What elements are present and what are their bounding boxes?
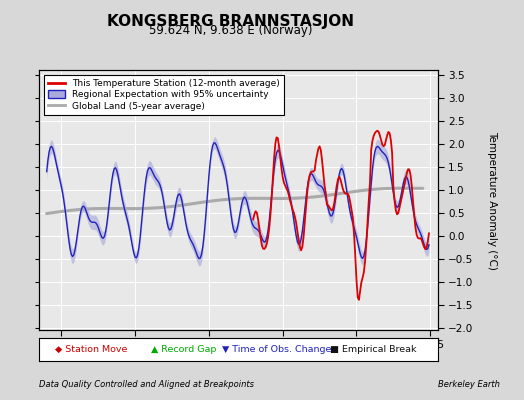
Text: ▲ Record Gap: ▲ Record Gap: [151, 345, 216, 354]
Text: Data Quality Controlled and Aligned at Breakpoints: Data Quality Controlled and Aligned at B…: [39, 380, 254, 389]
Text: KONGSBERG BRANNSTASJON: KONGSBERG BRANNSTASJON: [107, 14, 354, 29]
Y-axis label: Temperature Anomaly (°C): Temperature Anomaly (°C): [487, 130, 497, 270]
Text: ▼ Time of Obs. Change: ▼ Time of Obs. Change: [223, 345, 332, 354]
Text: 59.624 N, 9.638 E (Norway): 59.624 N, 9.638 E (Norway): [149, 24, 312, 37]
Text: ◆ Station Move: ◆ Station Move: [55, 345, 128, 354]
Text: Berkeley Earth: Berkeley Earth: [438, 380, 499, 389]
Legend: This Temperature Station (12-month average), Regional Expectation with 95% uncer: This Temperature Station (12-month avera…: [44, 74, 284, 115]
Text: ■ Empirical Break: ■ Empirical Break: [330, 345, 417, 354]
